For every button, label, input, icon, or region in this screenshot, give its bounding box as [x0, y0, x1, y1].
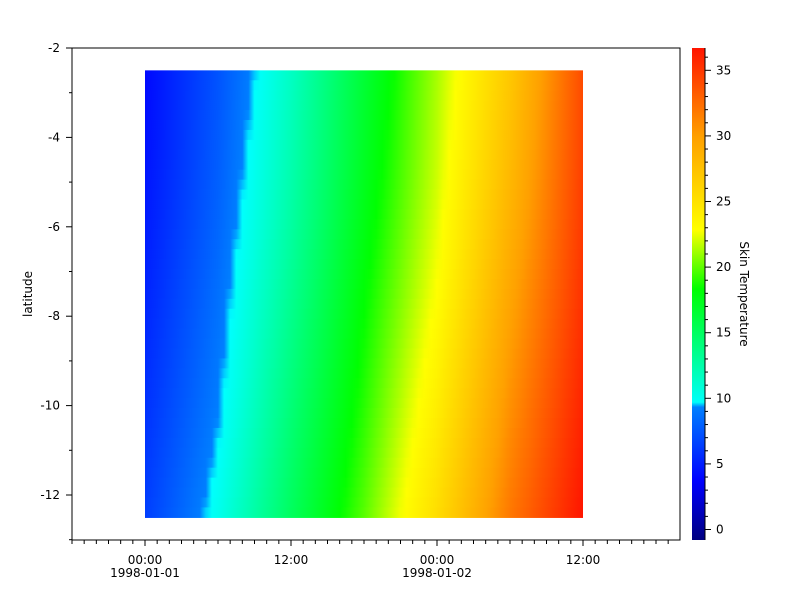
heatmap-row — [145, 199, 583, 211]
heatmap-row — [145, 120, 583, 131]
y-tick-label: -4 — [48, 130, 60, 144]
heatmap-row — [145, 219, 583, 230]
heatmap-row — [145, 378, 583, 389]
heatmap-row — [145, 497, 583, 509]
heatmap-row — [145, 90, 583, 101]
x-tick-label-time: 00:00 — [128, 553, 163, 567]
heatmap-row — [145, 129, 583, 141]
heatmap-row — [145, 249, 583, 260]
heatmap-row — [145, 298, 583, 310]
heatmap-row — [145, 408, 583, 419]
heatmap-row — [145, 80, 583, 91]
heatmap-row — [145, 139, 583, 151]
heatmap-row — [145, 457, 583, 469]
colorbar-tick-label: 0 — [716, 523, 724, 537]
x-tick-label-date: 1998-01-01 — [110, 566, 180, 580]
colorbar-tick-label: 35 — [716, 63, 731, 77]
colorbar-label: Skin Temperature — [737, 241, 751, 346]
heatmap-row — [145, 169, 583, 181]
heatmap-row — [145, 318, 583, 330]
heatmap-row — [145, 259, 583, 270]
heatmap-row — [145, 437, 583, 449]
y-tick-label: -10 — [40, 399, 60, 413]
heatmap-row — [145, 358, 583, 369]
heatmap-row — [145, 110, 583, 121]
colorbar-tick-label: 25 — [716, 195, 731, 209]
heatmap-row — [145, 159, 583, 171]
heatmap-row — [145, 477, 583, 489]
heatmap-row — [145, 100, 583, 111]
colorbar-tick-label: 10 — [716, 391, 731, 405]
heatmap-row — [145, 348, 583, 360]
heatmap-row — [145, 239, 583, 250]
heatmap-row — [145, 328, 583, 340]
y-axis-label: latitude — [21, 271, 35, 317]
y-tick-label: -12 — [40, 488, 60, 502]
heatmap-row — [145, 467, 583, 479]
x-tick-label-date: 1998-01-02 — [402, 566, 472, 580]
heatmap-row — [145, 487, 583, 499]
colorbar-tick-label: 15 — [716, 326, 731, 340]
heatmap-row — [145, 288, 583, 300]
x-tick-label-time: 12:00 — [566, 553, 601, 567]
colorbar-tick-label: 5 — [716, 457, 724, 471]
x-tick-label-time: 12:00 — [274, 553, 309, 567]
heatmap-layer — [145, 70, 583, 518]
heatmap-row — [145, 308, 583, 320]
heatmap-row — [145, 179, 583, 191]
colorbar-gradient — [692, 48, 705, 540]
colorbar: 0 5 10 15 20 25 30 35 — [692, 48, 731, 540]
heatmap-row — [145, 209, 583, 220]
heatmap-row — [145, 507, 583, 518]
colorbar-tick-label: 20 — [716, 260, 731, 274]
heatmap-row — [145, 70, 583, 81]
colorbar-tick-label: 30 — [716, 129, 731, 143]
heatmap-row — [145, 189, 583, 201]
y-tick-label: -2 — [48, 41, 60, 55]
y-tick-label: -6 — [48, 220, 60, 234]
heatmap-row — [145, 229, 583, 240]
heatmap-row — [145, 388, 583, 399]
y-axis: -2 -4 -6 -8 -10 -12 — [40, 41, 72, 541]
heatmap-row — [145, 447, 583, 459]
heatmap-row — [145, 398, 583, 409]
heatmap-row — [145, 278, 583, 290]
heatmap-row — [145, 338, 583, 350]
heatmap-row — [145, 418, 583, 429]
heatmap-row — [145, 269, 583, 280]
heatmap-row — [145, 427, 583, 439]
heatmap-row — [145, 368, 583, 379]
x-tick-label-time: 00:00 — [420, 553, 455, 567]
y-tick-label: -8 — [48, 309, 60, 323]
heatmap-row — [145, 149, 583, 161]
